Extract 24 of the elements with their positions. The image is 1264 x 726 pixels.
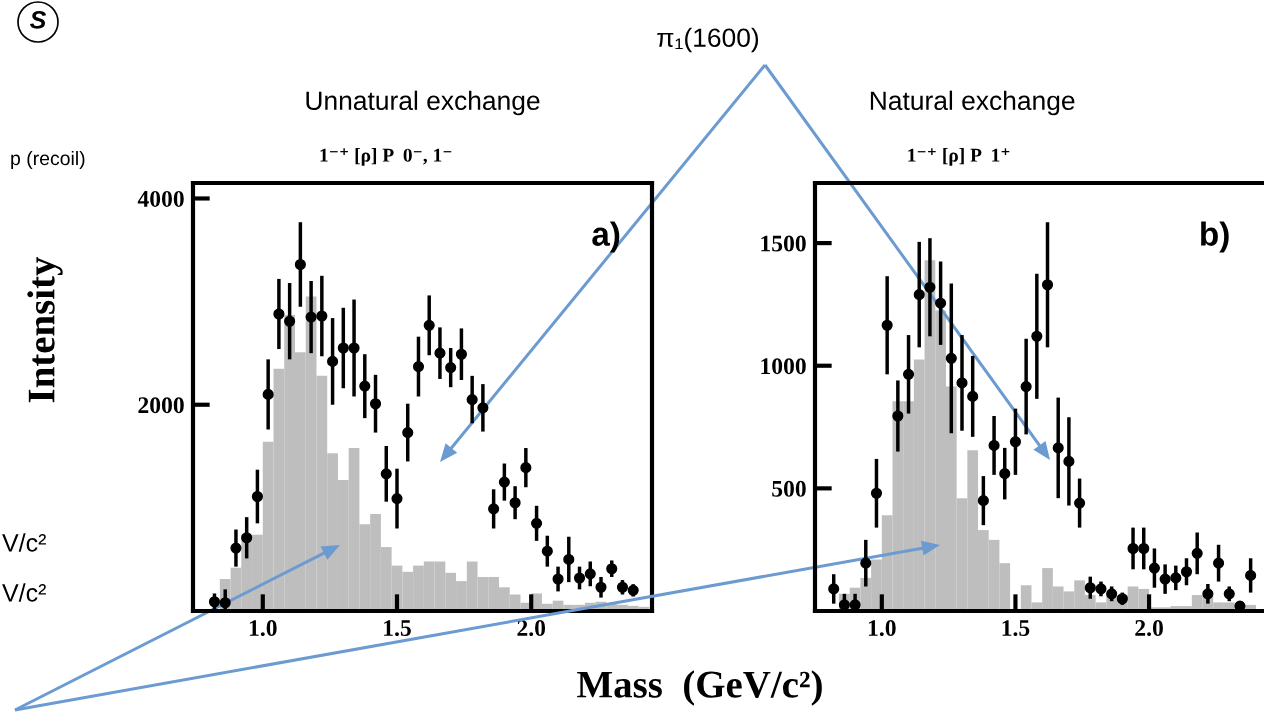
annotation: a) (592, 221, 620, 253)
chart-title: Natural exchange (870, 90, 1075, 116)
text: π₁(1600) (657, 27, 759, 53)
x-tick-label: 1.0 (868, 620, 896, 637)
chart-subtitle: 1⁻⁺ [ρ] P 0⁻, 1⁻ (320, 148, 452, 166)
x-tick-label: 1.5 (1002, 620, 1030, 637)
y-tick-label: 500 (772, 480, 806, 497)
chart-subtitle: 1⁻⁺ [ρ] P 1⁺ (908, 148, 1010, 166)
y-tick-label: 1000 (761, 358, 806, 375)
y-axis-title: Intensity (27, 256, 63, 403)
text: V/c² (2, 583, 46, 602)
annotation: b) (1201, 221, 1229, 253)
x-tick-label: 2.0 (1135, 620, 1163, 637)
y-tick-label: 4000 (137, 190, 184, 207)
text: S (29, 11, 47, 29)
text: V/c² (2, 533, 46, 552)
x-tick-label: 2.0 (517, 620, 546, 637)
y-tick-label: 1500 (761, 235, 806, 252)
x-tick-label: 1.5 (384, 620, 411, 637)
x-axis-title: Mass (GeV/c²) (577, 670, 822, 706)
x-tick-label: 1.0 (249, 620, 277, 637)
y-tick-label: 2000 (138, 397, 184, 414)
text: p (recoil) (11, 150, 85, 170)
chart-title: Unnatural exchange (306, 90, 540, 116)
